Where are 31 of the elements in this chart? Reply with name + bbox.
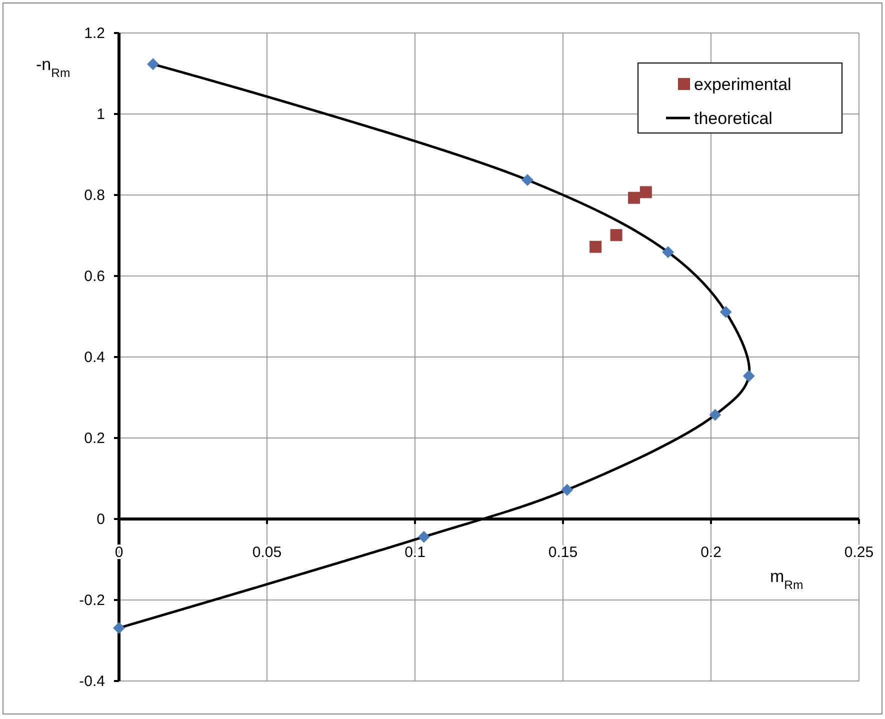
y-tick-label: 0 <box>96 511 105 528</box>
point <box>418 530 430 543</box>
y-tick-label: -0.2 <box>79 592 105 609</box>
y-axis-title: -n$_{Rm}$ <box>36 55 70 80</box>
y-tick-label: -0.4 <box>79 673 105 690</box>
x-tick-label: 0.25 <box>844 544 874 561</box>
x-axis-title: m$_{Rm}$ <box>770 567 804 592</box>
y-tick-label: 0.6 <box>84 268 105 285</box>
x-tick-label: 0.05 <box>252 544 282 561</box>
point <box>742 370 755 382</box>
y-tick-label: 1 <box>96 106 105 123</box>
x-tick-label: 0.2 <box>700 544 722 561</box>
point <box>662 246 674 258</box>
point <box>709 408 722 421</box>
point <box>561 484 574 496</box>
x-tick-label: 0.15 <box>548 544 578 561</box>
y-tick-label: 0.8 <box>84 187 105 204</box>
legend-label: experimental <box>694 75 792 94</box>
point <box>640 186 652 198</box>
point <box>521 174 534 186</box>
point <box>628 192 640 204</box>
point <box>590 240 602 253</box>
point <box>147 58 160 70</box>
y-tick-label: 1.2 <box>84 25 105 42</box>
y-tick-label: 0.4 <box>84 349 105 366</box>
point <box>113 622 125 634</box>
x-tick-label: 0.1 <box>404 544 426 561</box>
point <box>610 229 622 242</box>
y-tick-label: 0.2 <box>84 430 105 447</box>
point <box>720 306 732 318</box>
legend-label: theoretical <box>694 109 772 128</box>
